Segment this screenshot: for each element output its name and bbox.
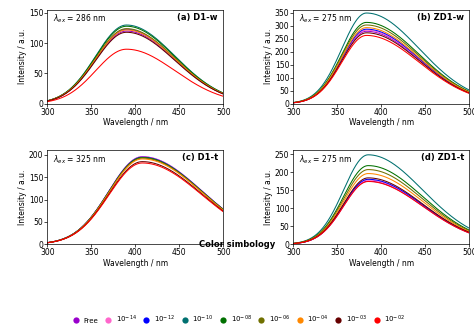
Text: $\lambda_{ex}$ = 325 nm: $\lambda_{ex}$ = 325 nm (53, 153, 106, 166)
Text: (b) ZD1-w: (b) ZD1-w (417, 13, 464, 22)
X-axis label: Wavelength / nm: Wavelength / nm (349, 118, 414, 127)
Text: (a) D1-w: (a) D1-w (177, 13, 218, 22)
Text: $\lambda_{ex}$ = 275 nm: $\lambda_{ex}$ = 275 nm (299, 13, 352, 25)
X-axis label: Wavelength / nm: Wavelength / nm (103, 259, 168, 268)
Y-axis label: Intensity / a.u.: Intensity / a.u. (18, 29, 27, 84)
X-axis label: Wavelength / nm: Wavelength / nm (103, 118, 168, 127)
Y-axis label: Intensity / a.u.: Intensity / a.u. (18, 170, 27, 225)
Text: (c) D1-t: (c) D1-t (182, 153, 218, 162)
Y-axis label: Intensity / a.u.: Intensity / a.u. (264, 29, 273, 84)
Text: (d) ZD1-t: (d) ZD1-t (420, 153, 464, 162)
Legend: Free, $10^{-14}$, $10^{-12}$, $10^{-10}$, $10^{-08}$, $10^{-06}$, $10^{-04}$, $1: Free, $10^{-14}$, $10^{-12}$, $10^{-10}$… (68, 313, 406, 326)
Text: $\lambda_{ex}$ = 286 nm: $\lambda_{ex}$ = 286 nm (53, 13, 106, 25)
X-axis label: Wavelength / nm: Wavelength / nm (349, 259, 414, 268)
Y-axis label: Intensity / a.u.: Intensity / a.u. (264, 170, 273, 225)
Text: $\lambda_{ex}$ = 275 nm: $\lambda_{ex}$ = 275 nm (299, 153, 352, 166)
Text: Color simbology: Color simbology (199, 240, 275, 249)
